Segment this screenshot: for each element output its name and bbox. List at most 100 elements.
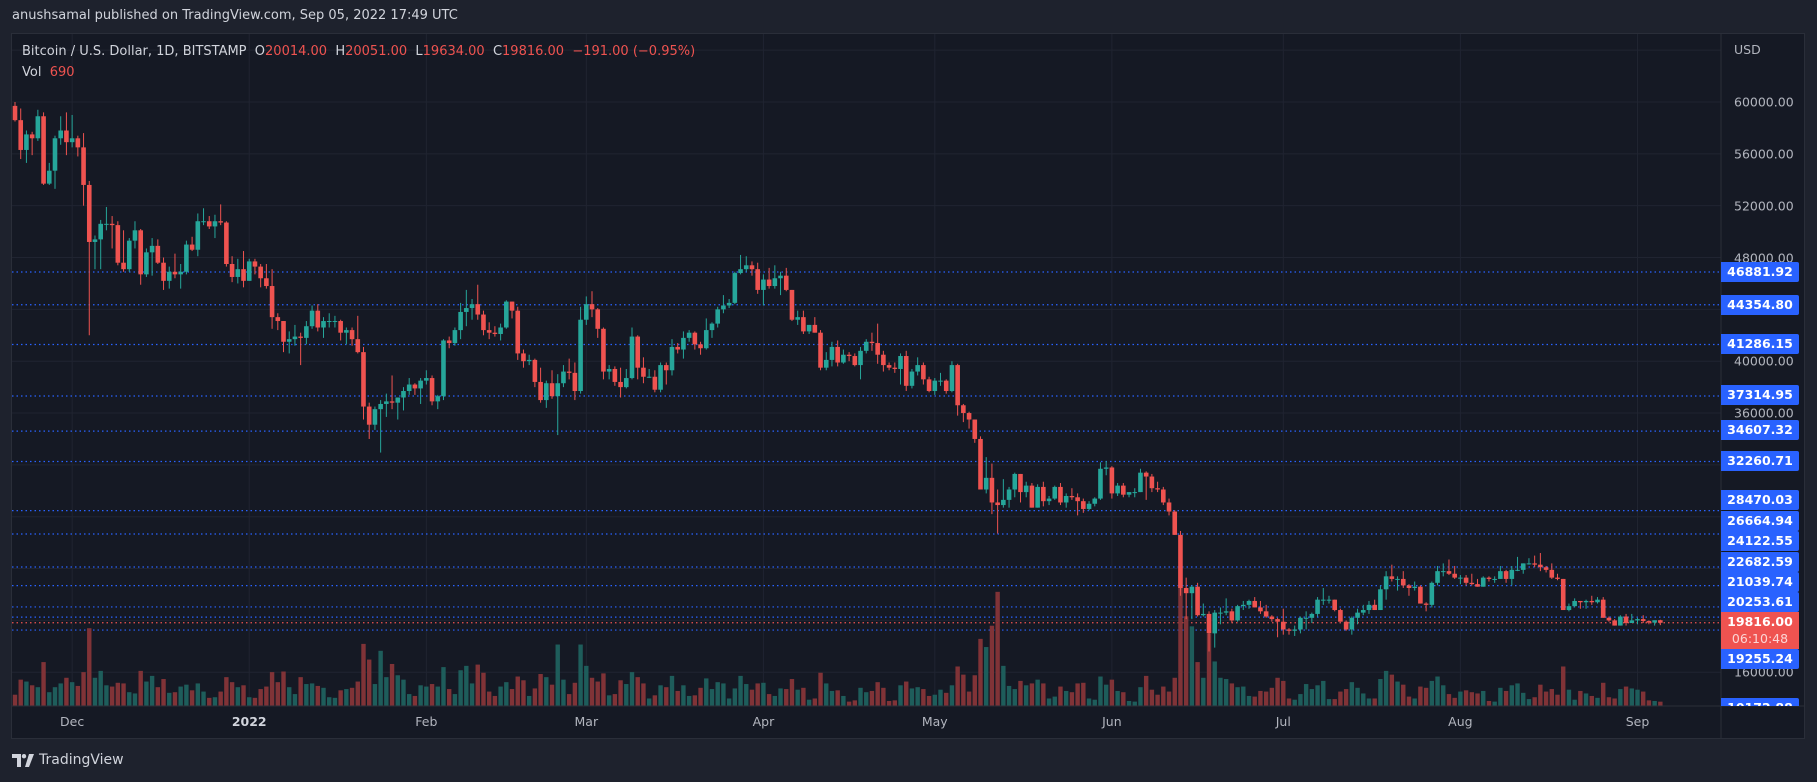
volume-bar — [1321, 680, 1326, 706]
candle-body — [989, 477, 995, 503]
candle-body — [1161, 489, 1166, 503]
candle — [1229, 608, 1235, 623]
candle-body — [1589, 600, 1595, 603]
volume-bar — [1452, 697, 1457, 706]
volume-bar — [566, 694, 572, 706]
volume-bar — [1446, 694, 1452, 706]
candle — [1389, 564, 1395, 582]
candle — [1149, 473, 1155, 493]
candle — [1406, 584, 1412, 596]
open-value: 20014.00 — [265, 44, 328, 59]
candle — [349, 327, 355, 346]
candle — [492, 326, 498, 337]
candle-body — [315, 310, 321, 328]
volume-bar — [1166, 691, 1172, 706]
candle-body — [601, 328, 606, 372]
candle — [366, 402, 372, 439]
candle — [1275, 617, 1280, 638]
candle-body — [104, 223, 109, 225]
price-tick-label: 56000.00 — [1734, 146, 1794, 162]
candle-body — [1063, 495, 1069, 503]
volume-bar — [349, 687, 355, 706]
candle-body — [1098, 468, 1103, 499]
candle — [932, 378, 938, 395]
volume-bar — [52, 687, 58, 706]
candle-body — [566, 371, 572, 373]
close-value: 19816.00 — [502, 44, 565, 59]
candle — [549, 370, 555, 399]
candle-body — [1292, 629, 1298, 631]
candle — [1081, 498, 1086, 513]
volume-bar — [1486, 700, 1492, 706]
candle-body — [1132, 492, 1138, 494]
volume-label[interactable]: Vol — [22, 65, 42, 80]
volume-bar — [749, 689, 755, 706]
candle-body — [446, 340, 452, 344]
candle — [144, 248, 149, 277]
candle — [224, 221, 229, 267]
volume-bar — [549, 684, 555, 706]
candle — [572, 362, 578, 401]
volume-bar — [1229, 683, 1235, 706]
candle-body — [686, 332, 692, 338]
candle — [1126, 492, 1132, 498]
volume-bar — [1372, 698, 1377, 706]
candle — [201, 208, 206, 226]
volume-bar — [184, 684, 189, 706]
volume-bar — [1006, 685, 1012, 706]
volume-bar — [1498, 687, 1503, 706]
volume-bar — [287, 687, 292, 706]
volume-bar — [1652, 700, 1657, 706]
time-tick-label: Feb — [415, 714, 438, 729]
candle-body — [206, 221, 212, 227]
candle — [378, 400, 383, 453]
chart-panel[interactable] — [11, 33, 1805, 739]
volume-bar — [1475, 693, 1480, 706]
candle-body — [458, 311, 463, 331]
symbol-title[interactable]: Bitcoin / U.S. Dollar, 1D, BITSTAMP — [22, 44, 247, 59]
candle-body — [1332, 599, 1338, 611]
candle — [812, 317, 818, 333]
volume-bar — [772, 695, 778, 706]
candle — [846, 352, 852, 362]
volume-bar — [1566, 689, 1572, 706]
candle-body — [498, 327, 503, 334]
candle-body — [441, 340, 446, 397]
candle-body — [246, 261, 252, 281]
volume-bar — [218, 691, 223, 706]
candle-body — [909, 371, 915, 386]
candle — [783, 267, 789, 292]
candle-body — [1315, 599, 1320, 614]
candle-body — [109, 223, 115, 226]
candle — [69, 114, 75, 148]
candle-body — [1246, 600, 1252, 605]
candle — [526, 354, 532, 366]
candle-body — [972, 419, 978, 439]
volume-bar — [1532, 697, 1537, 706]
candle — [1063, 493, 1069, 508]
volume-bar — [1401, 684, 1406, 706]
volume-bar — [578, 644, 583, 706]
candle-body — [995, 502, 1000, 506]
candle-body — [1046, 498, 1052, 502]
level-label: 26664.94 — [1721, 511, 1799, 531]
tradingview-logo[interactable]: TradingView — [12, 752, 124, 768]
volume-bar — [458, 670, 463, 706]
candle — [955, 363, 960, 416]
candle — [1115, 483, 1120, 496]
candle — [972, 419, 978, 443]
low-value: 19634.00 — [422, 44, 485, 59]
candle — [1166, 498, 1172, 516]
candle — [304, 321, 309, 345]
candle-body — [926, 379, 932, 392]
time-tick-label: Dec — [60, 714, 85, 729]
level-label: 28470.03 — [1721, 490, 1799, 510]
volume-bar — [932, 694, 937, 706]
candle-body — [372, 409, 378, 425]
clipped-level-label-container: 10172.88 — [1721, 698, 1801, 706]
candle — [903, 350, 909, 392]
candle-body — [298, 336, 303, 338]
candle — [452, 327, 458, 346]
candle-body — [121, 262, 126, 270]
